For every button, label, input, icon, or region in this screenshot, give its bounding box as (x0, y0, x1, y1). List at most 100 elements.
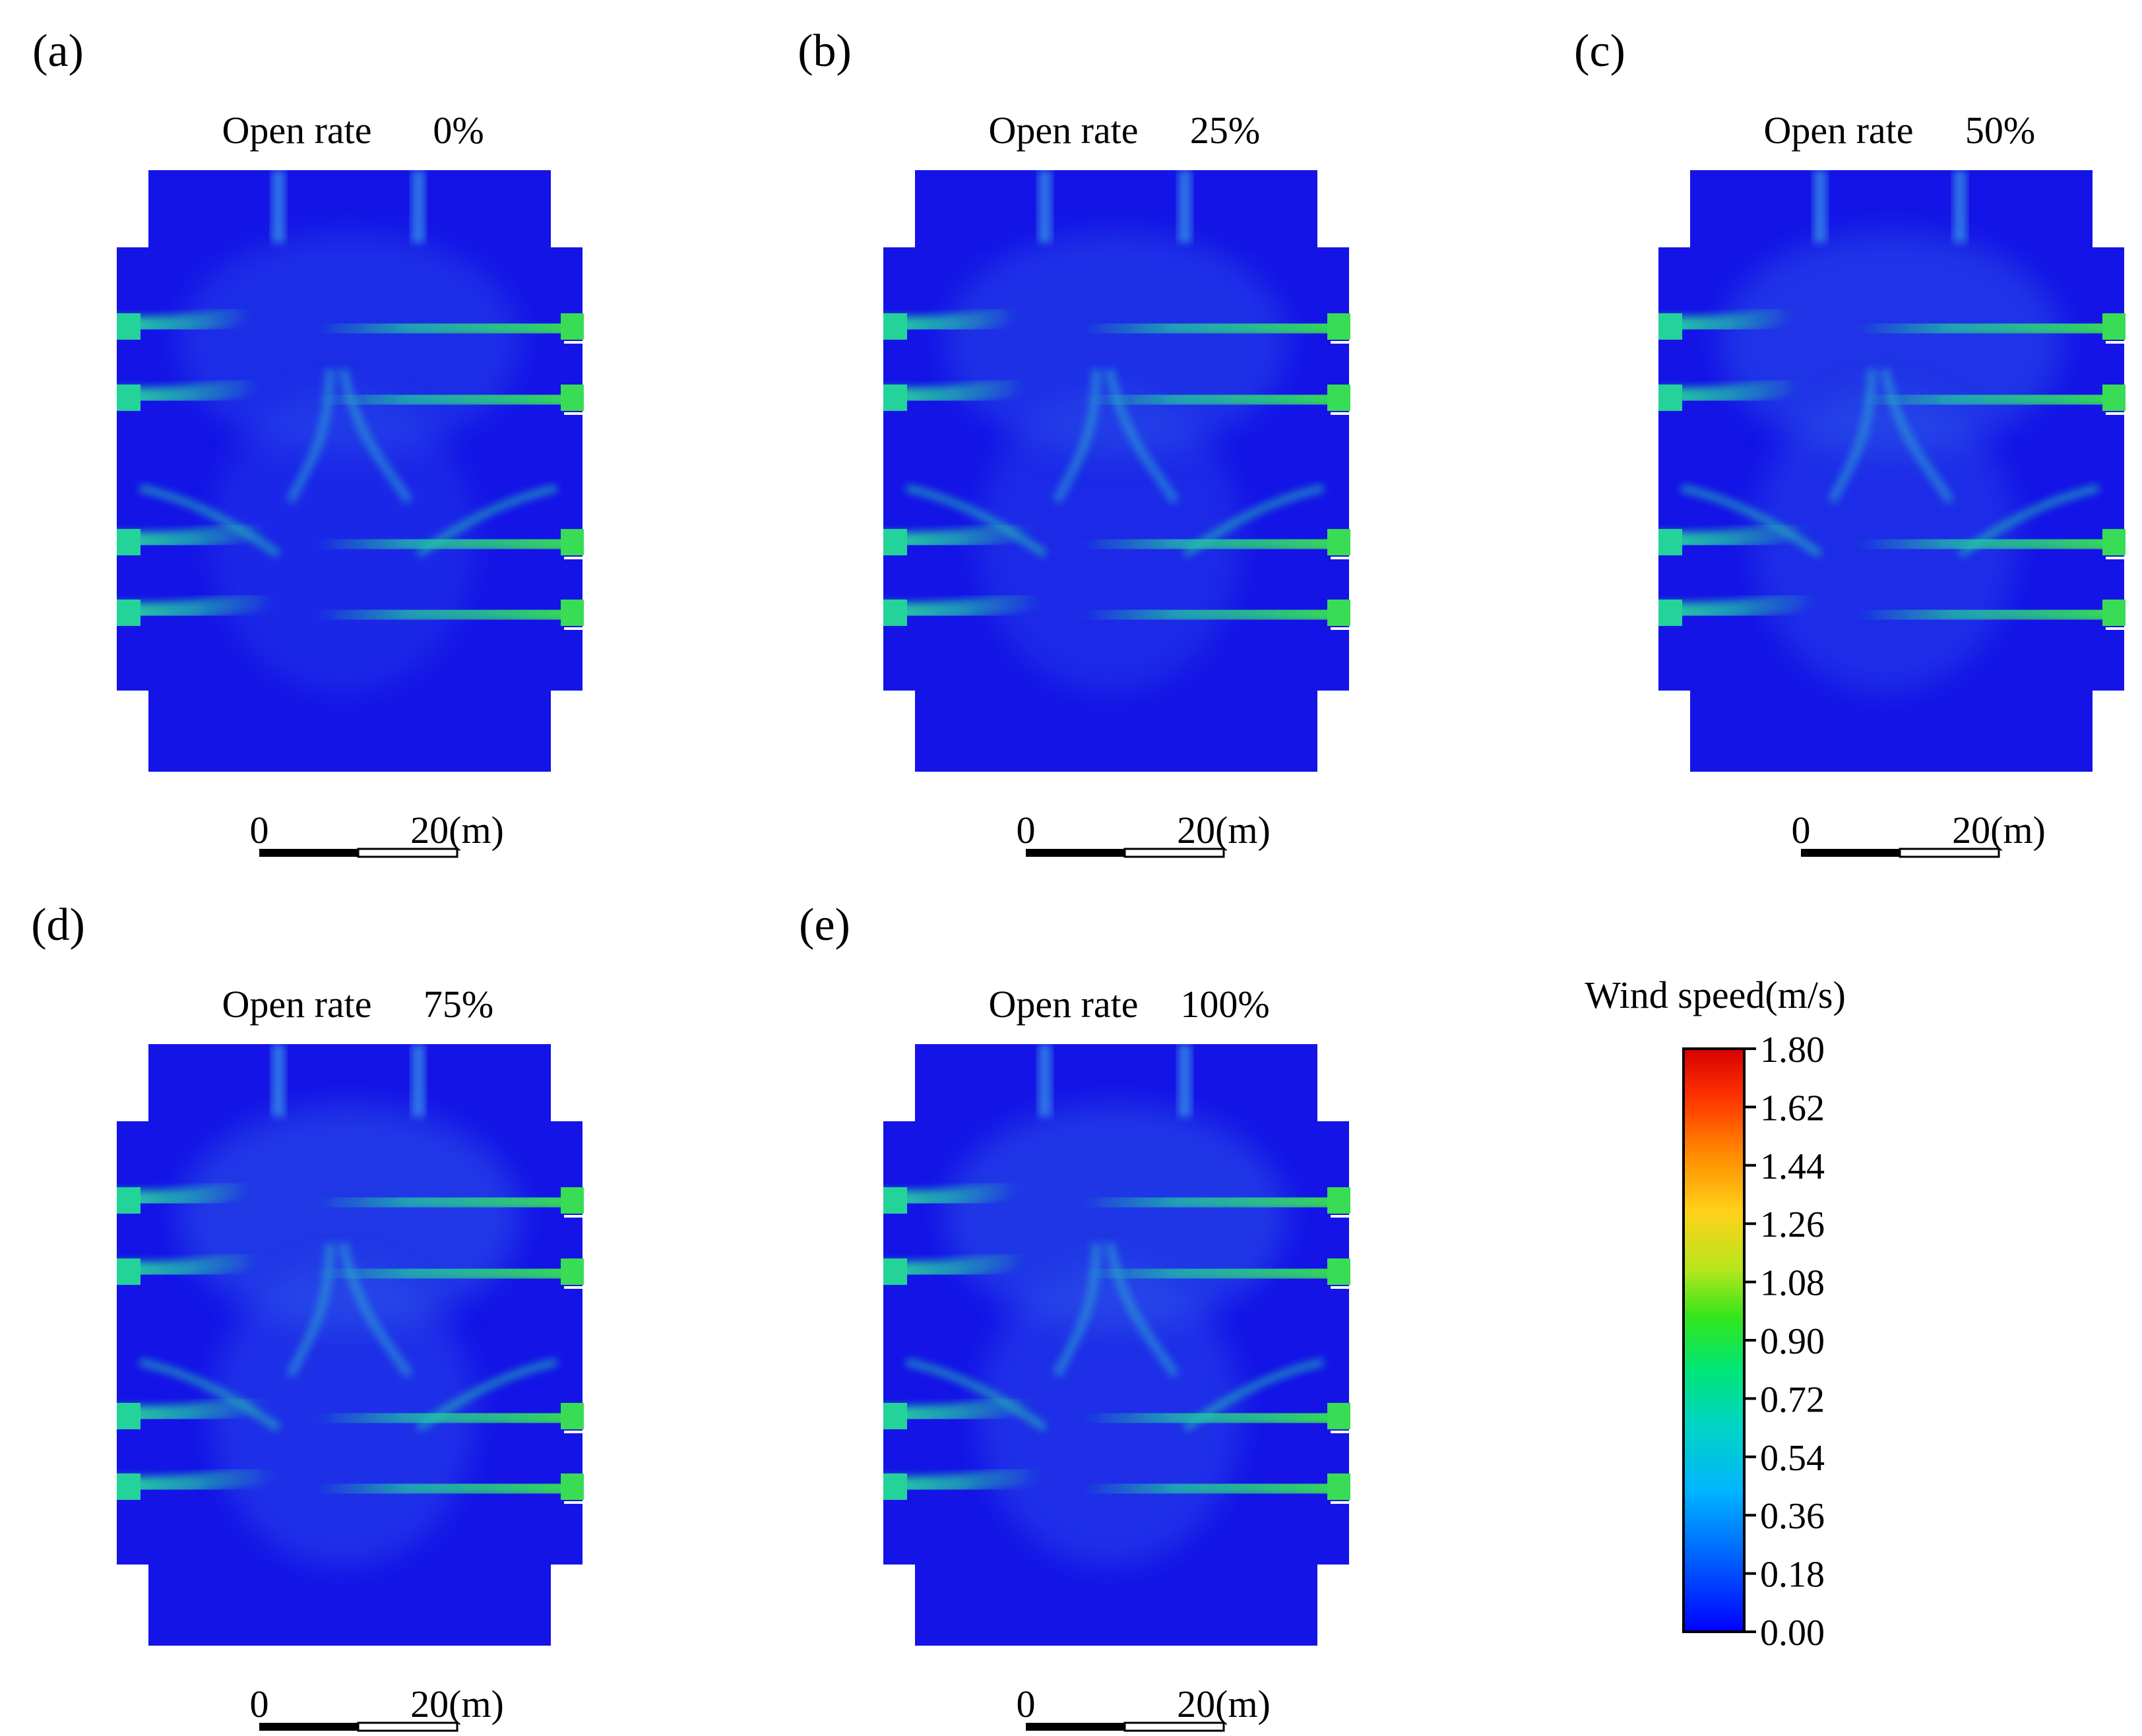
vent-opening-left (117, 1187, 141, 1214)
colorbar-tick-label: 1.62 (1760, 1088, 1825, 1129)
vent-opening-right (561, 1403, 584, 1429)
vent-divider (1331, 412, 1350, 415)
vent-opening-right (1327, 313, 1350, 340)
open-rate-value: 0% (433, 109, 484, 152)
jet-right (305, 1258, 583, 1288)
scale-bar-white (1123, 1721, 1225, 1732)
top-inlet-stream (1038, 170, 1052, 243)
vent-divider (564, 627, 584, 630)
colorbar-tick-label: 0.72 (1760, 1379, 1825, 1420)
vent-opening-left (1658, 313, 1682, 340)
flow-features (117, 170, 583, 772)
top-inlet-stream (1178, 1044, 1191, 1117)
vent-divider (1331, 557, 1350, 559)
vent-opening-right (1327, 600, 1350, 626)
open-rate-value: 100% (1180, 983, 1269, 1026)
scale-bar: 0 20(m) (250, 809, 504, 858)
vent-divider (564, 1501, 584, 1504)
jet-right (1847, 313, 2124, 343)
jet-right (1072, 529, 1349, 559)
vent-opening-left (883, 385, 907, 411)
plume-branch (416, 1358, 558, 1431)
vent-divider (1331, 341, 1350, 344)
colorbar-tick-label: 1.26 (1760, 1204, 1825, 1245)
vent-opening-left (883, 313, 907, 340)
jet-right (1847, 385, 2124, 414)
top-inlet-stream (412, 170, 425, 243)
jet-right (305, 529, 583, 559)
plume-branch (139, 1358, 281, 1431)
vent-opening-left (117, 1473, 141, 1500)
jet-right (305, 1187, 583, 1217)
colorbar-tick-label: 0.18 (1760, 1555, 1825, 1596)
vent-divider (2106, 412, 2126, 415)
room-velocity-field (117, 170, 584, 772)
top-inlet-stream (272, 1044, 285, 1117)
vent-opening-right (2102, 385, 2126, 411)
top-inlet-stream (1813, 170, 1827, 243)
vent-opening-right (561, 385, 584, 411)
plume-branch (139, 484, 281, 557)
jet-right (305, 1403, 583, 1433)
vent-opening-left (117, 1258, 141, 1285)
scale-label-end: 20(m) (410, 1683, 504, 1725)
vent-opening-right (561, 1187, 584, 1214)
scale-bar-black (259, 1723, 358, 1731)
jet-right (305, 600, 583, 629)
room-velocity-field (1658, 170, 2126, 772)
colorbar-tick-label: 0.00 (1760, 1613, 1825, 1654)
room-velocity-field (117, 1044, 584, 1646)
plume-branch (905, 484, 1048, 557)
vent-opening-left (117, 600, 141, 626)
vent-divider (1331, 1286, 1350, 1289)
scale-bar-white (1899, 848, 2000, 858)
vent-opening-left (883, 600, 907, 626)
flow-features (1658, 170, 2124, 772)
scale-bar: 0 20(m) (1017, 1683, 1271, 1732)
open-rate-title: Open rate (1763, 109, 1913, 152)
colorbar-tick-label: 0.36 (1760, 1496, 1825, 1537)
vent-opening-left (883, 1403, 907, 1429)
vent-opening-left (883, 1258, 907, 1285)
panel-b: (b) Open rate 25% 0 20(m) (798, 26, 1350, 858)
jet-right (305, 313, 583, 343)
vent-divider (564, 1286, 584, 1289)
vent-opening-left (117, 313, 141, 340)
plume-center (286, 368, 413, 504)
jet-right (1072, 313, 1349, 343)
open-rate-title: Open rate (222, 983, 371, 1026)
vent-opening-right (561, 529, 584, 555)
panel-letter: (d) (31, 900, 85, 950)
room-velocity-field (883, 1044, 1350, 1646)
jet-right (1072, 1258, 1349, 1288)
top-inlet-stream (1953, 170, 1967, 243)
vent-opening-right (2102, 600, 2126, 626)
open-rate-value: 50% (1965, 109, 2035, 152)
plume-center (1052, 368, 1180, 504)
vent-divider (1331, 627, 1350, 630)
vent-opening-right (1327, 1187, 1350, 1214)
vent-divider (564, 412, 584, 415)
colorbar-tick-label: 1.44 (1760, 1146, 1825, 1187)
jet-right (1847, 600, 2124, 629)
scale-bar: 0 20(m) (1017, 809, 1271, 858)
scale-bar: 0 20(m) (1792, 809, 2046, 858)
panel-e: (e) Open rate 100% 0 20(m) (799, 900, 1350, 1732)
panel-d: (d) Open rate 75% 0 20(m) (31, 900, 584, 1732)
vent-divider (1331, 1215, 1350, 1218)
open-rate-value: 25% (1190, 109, 1260, 152)
vent-opening-left (117, 1403, 141, 1429)
colorbar: Wind speed(m/s) 1.80 1.62 1.44 1.26 1.08 0.90… (1585, 974, 1846, 1654)
scale-bar-white (357, 1721, 458, 1732)
top-inlet-stream (1038, 1044, 1052, 1117)
plume-branch (905, 1358, 1048, 1431)
colorbar-tick-label: 1.80 (1760, 1030, 1825, 1070)
jet-right (1072, 1187, 1349, 1217)
panel-letter: (a) (32, 26, 84, 77)
plume-center (1052, 1242, 1180, 1378)
vent-divider (1331, 1431, 1350, 1433)
vent-divider (2106, 557, 2126, 559)
vent-opening-right (1327, 1258, 1350, 1285)
vent-opening-right (561, 313, 584, 340)
